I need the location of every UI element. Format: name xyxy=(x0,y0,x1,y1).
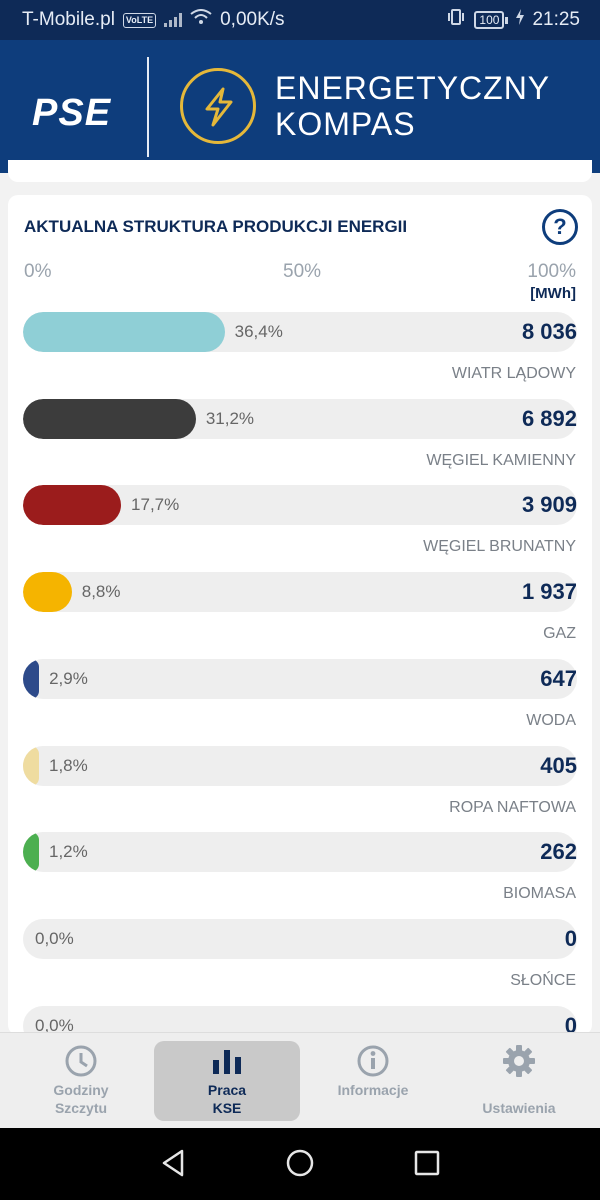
nav-label: Ustawienia xyxy=(482,1100,556,1116)
app-title-line2: KOMPAS xyxy=(275,106,416,142)
gear-icon xyxy=(503,1045,535,1077)
lightning-icon xyxy=(180,68,256,144)
scale-label-100: 100% xyxy=(527,261,576,282)
energy-structure-card: AKTUALNA STRUKTURA PRODUKCJI ENERGII ? 0… xyxy=(8,195,592,1035)
percent-label: 1,8% xyxy=(49,756,88,775)
home-icon[interactable] xyxy=(285,1148,315,1178)
value-label: 0 xyxy=(564,926,577,951)
bar-fill xyxy=(23,399,196,439)
scale-label-50: 50% xyxy=(283,261,322,282)
signal-icon xyxy=(164,13,183,27)
nav-godziny-szczytu[interactable]: Godziny Szczytu xyxy=(8,1041,154,1121)
value-label: 6 892 xyxy=(521,406,577,431)
bar-fill xyxy=(23,485,122,525)
source-label: GAZ xyxy=(543,625,576,642)
energy-row: 17,7% 3 909 xyxy=(23,485,577,525)
bar-track xyxy=(23,312,577,352)
percent-label: 31,2% xyxy=(205,409,255,428)
value-label: 405 xyxy=(540,753,577,778)
energy-row: 0,0% 0 xyxy=(23,919,577,959)
pse-logo: PSE xyxy=(32,92,112,134)
status-bar: T-Mobile.pl VoLTE 0,00K/s 100 21:25 xyxy=(0,0,600,40)
bar-fill xyxy=(23,746,39,786)
source-label: WODA xyxy=(526,712,576,729)
value-label: 3 909 xyxy=(521,492,577,517)
recents-icon[interactable] xyxy=(412,1148,442,1178)
network-speed: 0,00K/s xyxy=(220,9,285,30)
bar-track xyxy=(23,659,577,699)
bottom-navigation: Godziny Szczytu Praca KSE Informacje Ust… xyxy=(0,1032,600,1128)
clock-time: 21:25 xyxy=(532,9,580,30)
back-icon[interactable] xyxy=(158,1148,188,1178)
bar-fill xyxy=(23,832,39,872)
source-label: WIATR LĄDOWY xyxy=(451,365,576,382)
previous-card xyxy=(8,160,592,182)
wifi-icon xyxy=(190,9,212,31)
energy-row: 1,8% 405 xyxy=(23,746,577,786)
battery-level: 100 xyxy=(474,11,505,29)
bar-fill xyxy=(23,312,225,352)
nav-label: Godziny Szczytu xyxy=(53,1082,109,1116)
value-label: 8 036 xyxy=(521,319,577,344)
percent-label: 8,8% xyxy=(81,582,121,601)
value-label: 262 xyxy=(540,839,577,864)
app-header: PSE ENERGETYCZNY KOMPAS xyxy=(0,40,600,173)
charging-icon xyxy=(516,9,525,31)
percent-label: 2,9% xyxy=(49,669,88,688)
source-label: WĘGIEL BRUNATNY xyxy=(423,538,576,555)
energy-row: 1,2% 262 xyxy=(23,832,577,872)
bar-track xyxy=(23,572,577,612)
unit-label: [MWh] xyxy=(530,285,576,302)
energy-row: 0,0% 0 xyxy=(23,1006,577,1035)
nav-label: Praca KSE xyxy=(207,1082,247,1116)
help-icon[interactable]: ? xyxy=(542,209,578,245)
bar-track xyxy=(23,746,577,786)
app-title: ENERGETYCZNY KOMPAS xyxy=(275,70,550,142)
value-label: 1 937 xyxy=(521,579,577,604)
nav-praca-kse[interactable]: Praca KSE xyxy=(154,1041,300,1121)
source-label: SŁOŃCE xyxy=(510,972,576,989)
clock-icon xyxy=(65,1045,97,1077)
bar-track xyxy=(23,399,577,439)
bar-track xyxy=(23,485,577,525)
percent-label: 0,0% xyxy=(35,929,74,948)
battery-icon: 100 xyxy=(474,11,509,29)
energy-row: 8,8% 1 937 xyxy=(23,572,577,612)
card-title: AKTUALNA STRUKTURA PRODUKCJI ENERGII xyxy=(24,217,408,236)
bar-chart-icon xyxy=(213,1050,241,1074)
scale-label-0: 0% xyxy=(24,261,52,282)
bar-track xyxy=(23,832,577,872)
nav-ustawienia[interactable]: Ustawienia xyxy=(446,1041,592,1121)
energy-row: 36,4% 8 036 xyxy=(23,312,577,352)
percent-label: 17,7% xyxy=(131,495,180,514)
bar-fill xyxy=(23,572,72,612)
nav-informacje[interactable]: Informacje xyxy=(300,1041,446,1121)
volte-icon: VoLTE xyxy=(122,12,157,28)
carrier-name: T-Mobile.pl xyxy=(22,9,115,30)
vibrate-icon xyxy=(446,9,466,31)
percent-label: 36,4% xyxy=(234,322,283,341)
value-label: 0 xyxy=(564,1013,577,1035)
bar-fill xyxy=(23,659,40,699)
source-label: ROPA NAFTOWA xyxy=(449,799,576,816)
value-label: 647 xyxy=(540,666,577,691)
source-label: BIOMASA xyxy=(503,885,576,902)
energy-row: 2,9% 647 xyxy=(23,659,577,699)
source-label: WĘGIEL KAMIENNY xyxy=(426,452,576,469)
percent-label: 0,0% xyxy=(35,1016,74,1035)
system-navigation-bar xyxy=(0,1128,600,1200)
nav-label: Informacje xyxy=(337,1082,409,1098)
bar-track xyxy=(23,919,577,959)
info-icon xyxy=(357,1045,389,1077)
energy-row: 31,2% 6 892 xyxy=(23,399,577,439)
app-title-line1: ENERGETYCZNY xyxy=(275,70,551,106)
percent-label: 1,2% xyxy=(49,842,88,861)
bar-track xyxy=(23,1006,577,1035)
header-divider xyxy=(147,57,149,157)
